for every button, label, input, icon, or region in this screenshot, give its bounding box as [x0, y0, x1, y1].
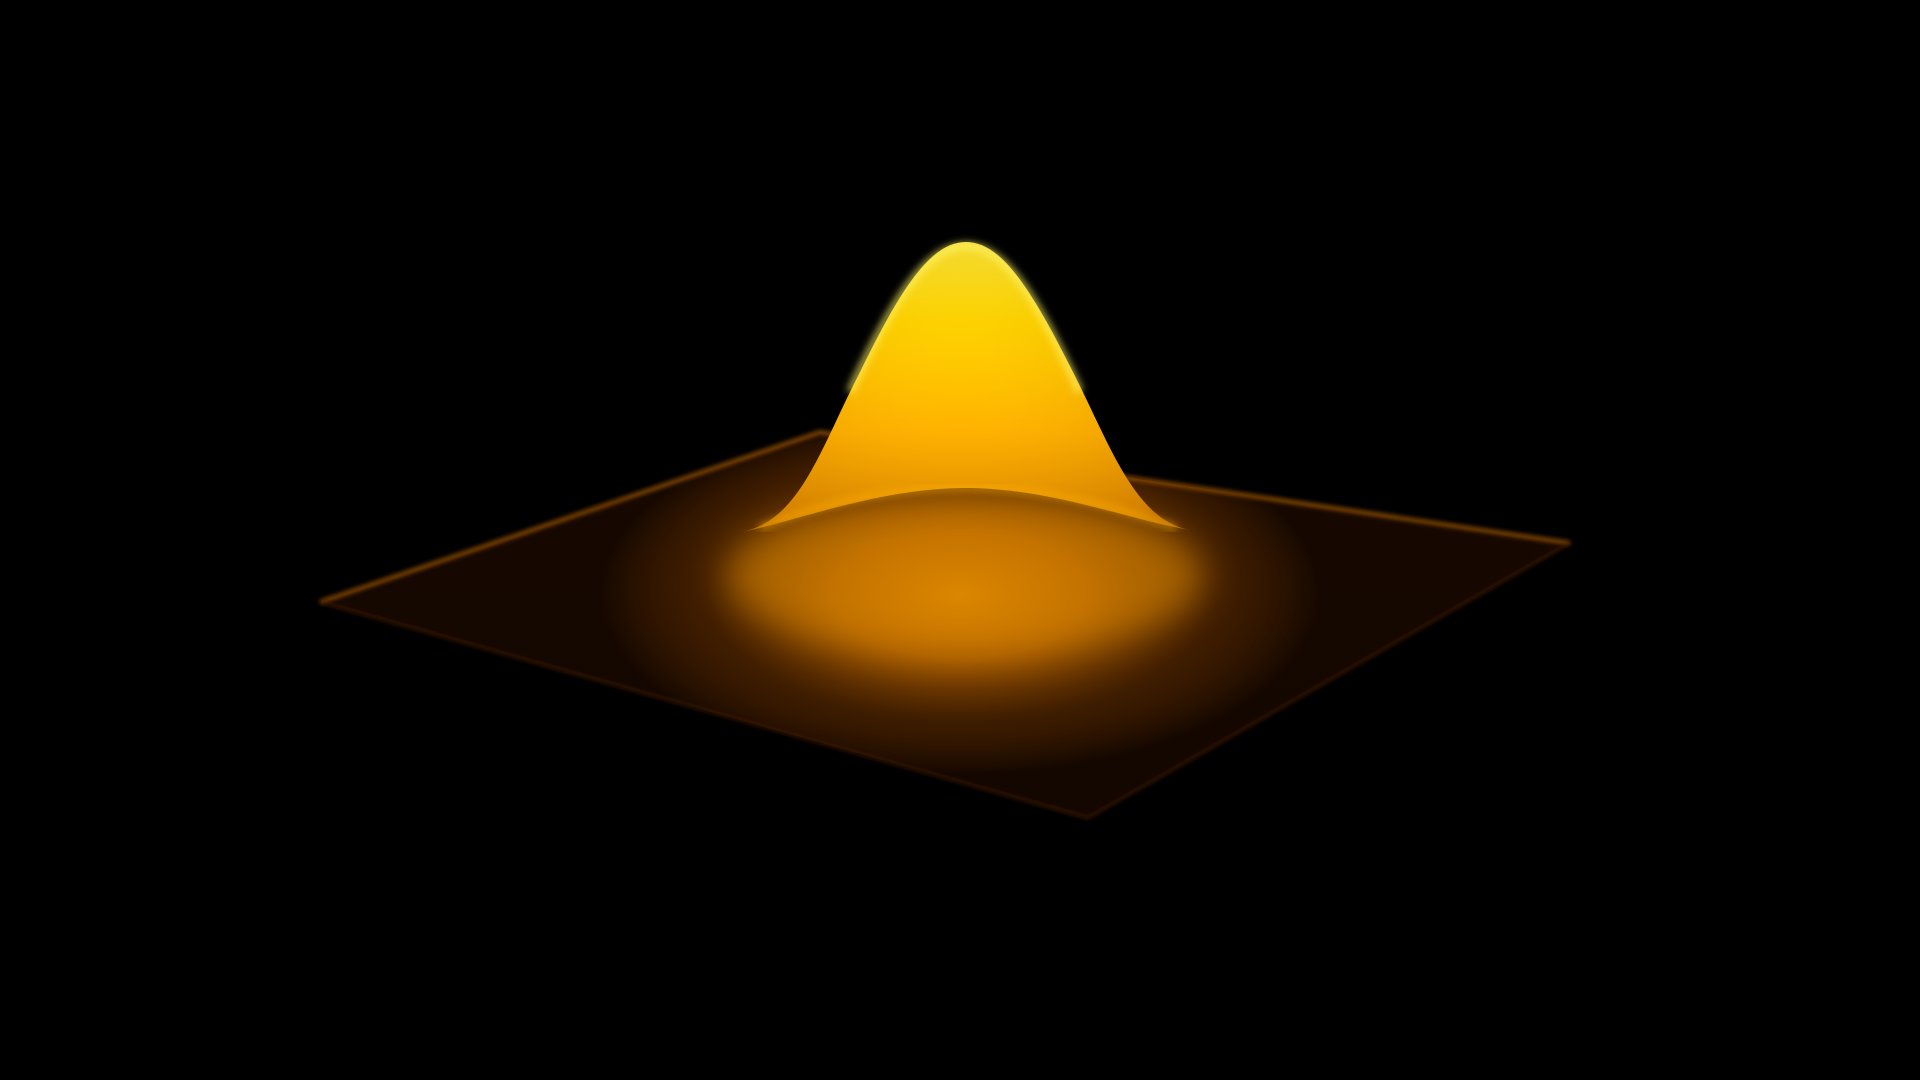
- ground-glow: [725, 495, 1205, 655]
- gaussian-peak: [742, 242, 1190, 532]
